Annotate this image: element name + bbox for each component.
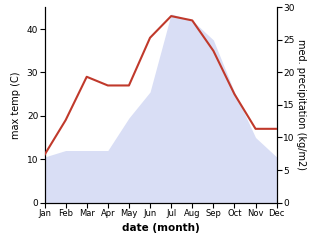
Y-axis label: max temp (C): max temp (C) xyxy=(11,71,21,139)
X-axis label: date (month): date (month) xyxy=(122,223,199,233)
Y-axis label: med. precipitation (kg/m2): med. precipitation (kg/m2) xyxy=(295,40,306,170)
